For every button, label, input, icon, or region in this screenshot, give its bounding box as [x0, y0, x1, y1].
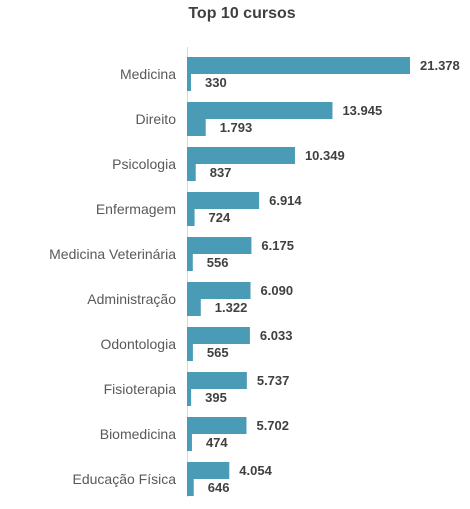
bar-series-2 [187, 434, 192, 451]
data-label-series-1: 6.175 [261, 238, 294, 253]
category-label: Educação Física [73, 471, 177, 487]
data-label-series-1: 10.349 [305, 148, 345, 163]
bar-series-2 [187, 209, 195, 226]
category-label: Psicologia [112, 156, 176, 172]
data-label-series-2: 330 [205, 75, 227, 90]
data-label-series-2: 1.793 [220, 120, 253, 135]
bar-series-1 [187, 417, 247, 434]
bar-series-1 [187, 327, 250, 344]
bar-series-1 [187, 192, 260, 209]
bar-series-2 [187, 254, 193, 271]
data-label-series-2: 565 [207, 345, 229, 360]
data-label-series-2: 556 [207, 255, 229, 270]
bar-series-2 [187, 74, 191, 91]
data-label-series-1: 4.054 [239, 463, 272, 478]
bar-series-1 [187, 282, 251, 299]
bar-series-1 [187, 102, 333, 119]
data-label-series-2: 724 [209, 210, 231, 225]
category-label: Enfermagem [96, 201, 176, 217]
bar-series-1 [187, 462, 230, 479]
data-label-series-1: 13.945 [342, 103, 382, 118]
category-label: Medicina [120, 66, 176, 82]
bar-series-1 [187, 147, 295, 164]
data-label-series-2: 395 [205, 390, 227, 405]
data-label-series-2: 646 [208, 480, 230, 495]
bar-series-1 [187, 372, 247, 389]
bar-series-1 [187, 57, 410, 74]
bar-series-2 [187, 299, 201, 316]
data-label-series-1: 6.914 [269, 193, 302, 208]
bar-series-2 [187, 389, 192, 406]
bar-series-2 [187, 119, 206, 136]
category-label: Direito [136, 111, 177, 127]
category-label: Odontologia [100, 336, 176, 352]
data-label-series-1: 6.090 [261, 283, 294, 298]
chart-title: Top 10 cursos [188, 5, 295, 22]
bar-series-2 [187, 164, 196, 181]
bar-series-2 [187, 479, 194, 496]
category-label: Medicina Veterinária [49, 246, 176, 262]
data-label-series-1: 5.702 [256, 418, 289, 433]
data-label-series-2: 474 [206, 435, 228, 450]
data-label-series-2: 837 [210, 165, 232, 180]
bar-series-2 [187, 344, 193, 361]
category-label: Biomedicina [100, 426, 176, 442]
data-label-series-2: 1.322 [215, 300, 248, 315]
data-label-series-1: 6.033 [260, 328, 293, 343]
category-label: Fisioterapia [104, 381, 177, 397]
bar-series-1 [187, 237, 252, 254]
bars-layer: Medicina 21.378 330 Direito 13.945 1.793 Psico… [49, 57, 460, 496]
data-label-series-1: 5.737 [257, 373, 290, 388]
category-label: Administração [87, 291, 176, 307]
data-label-series-1: 21.378 [420, 58, 460, 73]
